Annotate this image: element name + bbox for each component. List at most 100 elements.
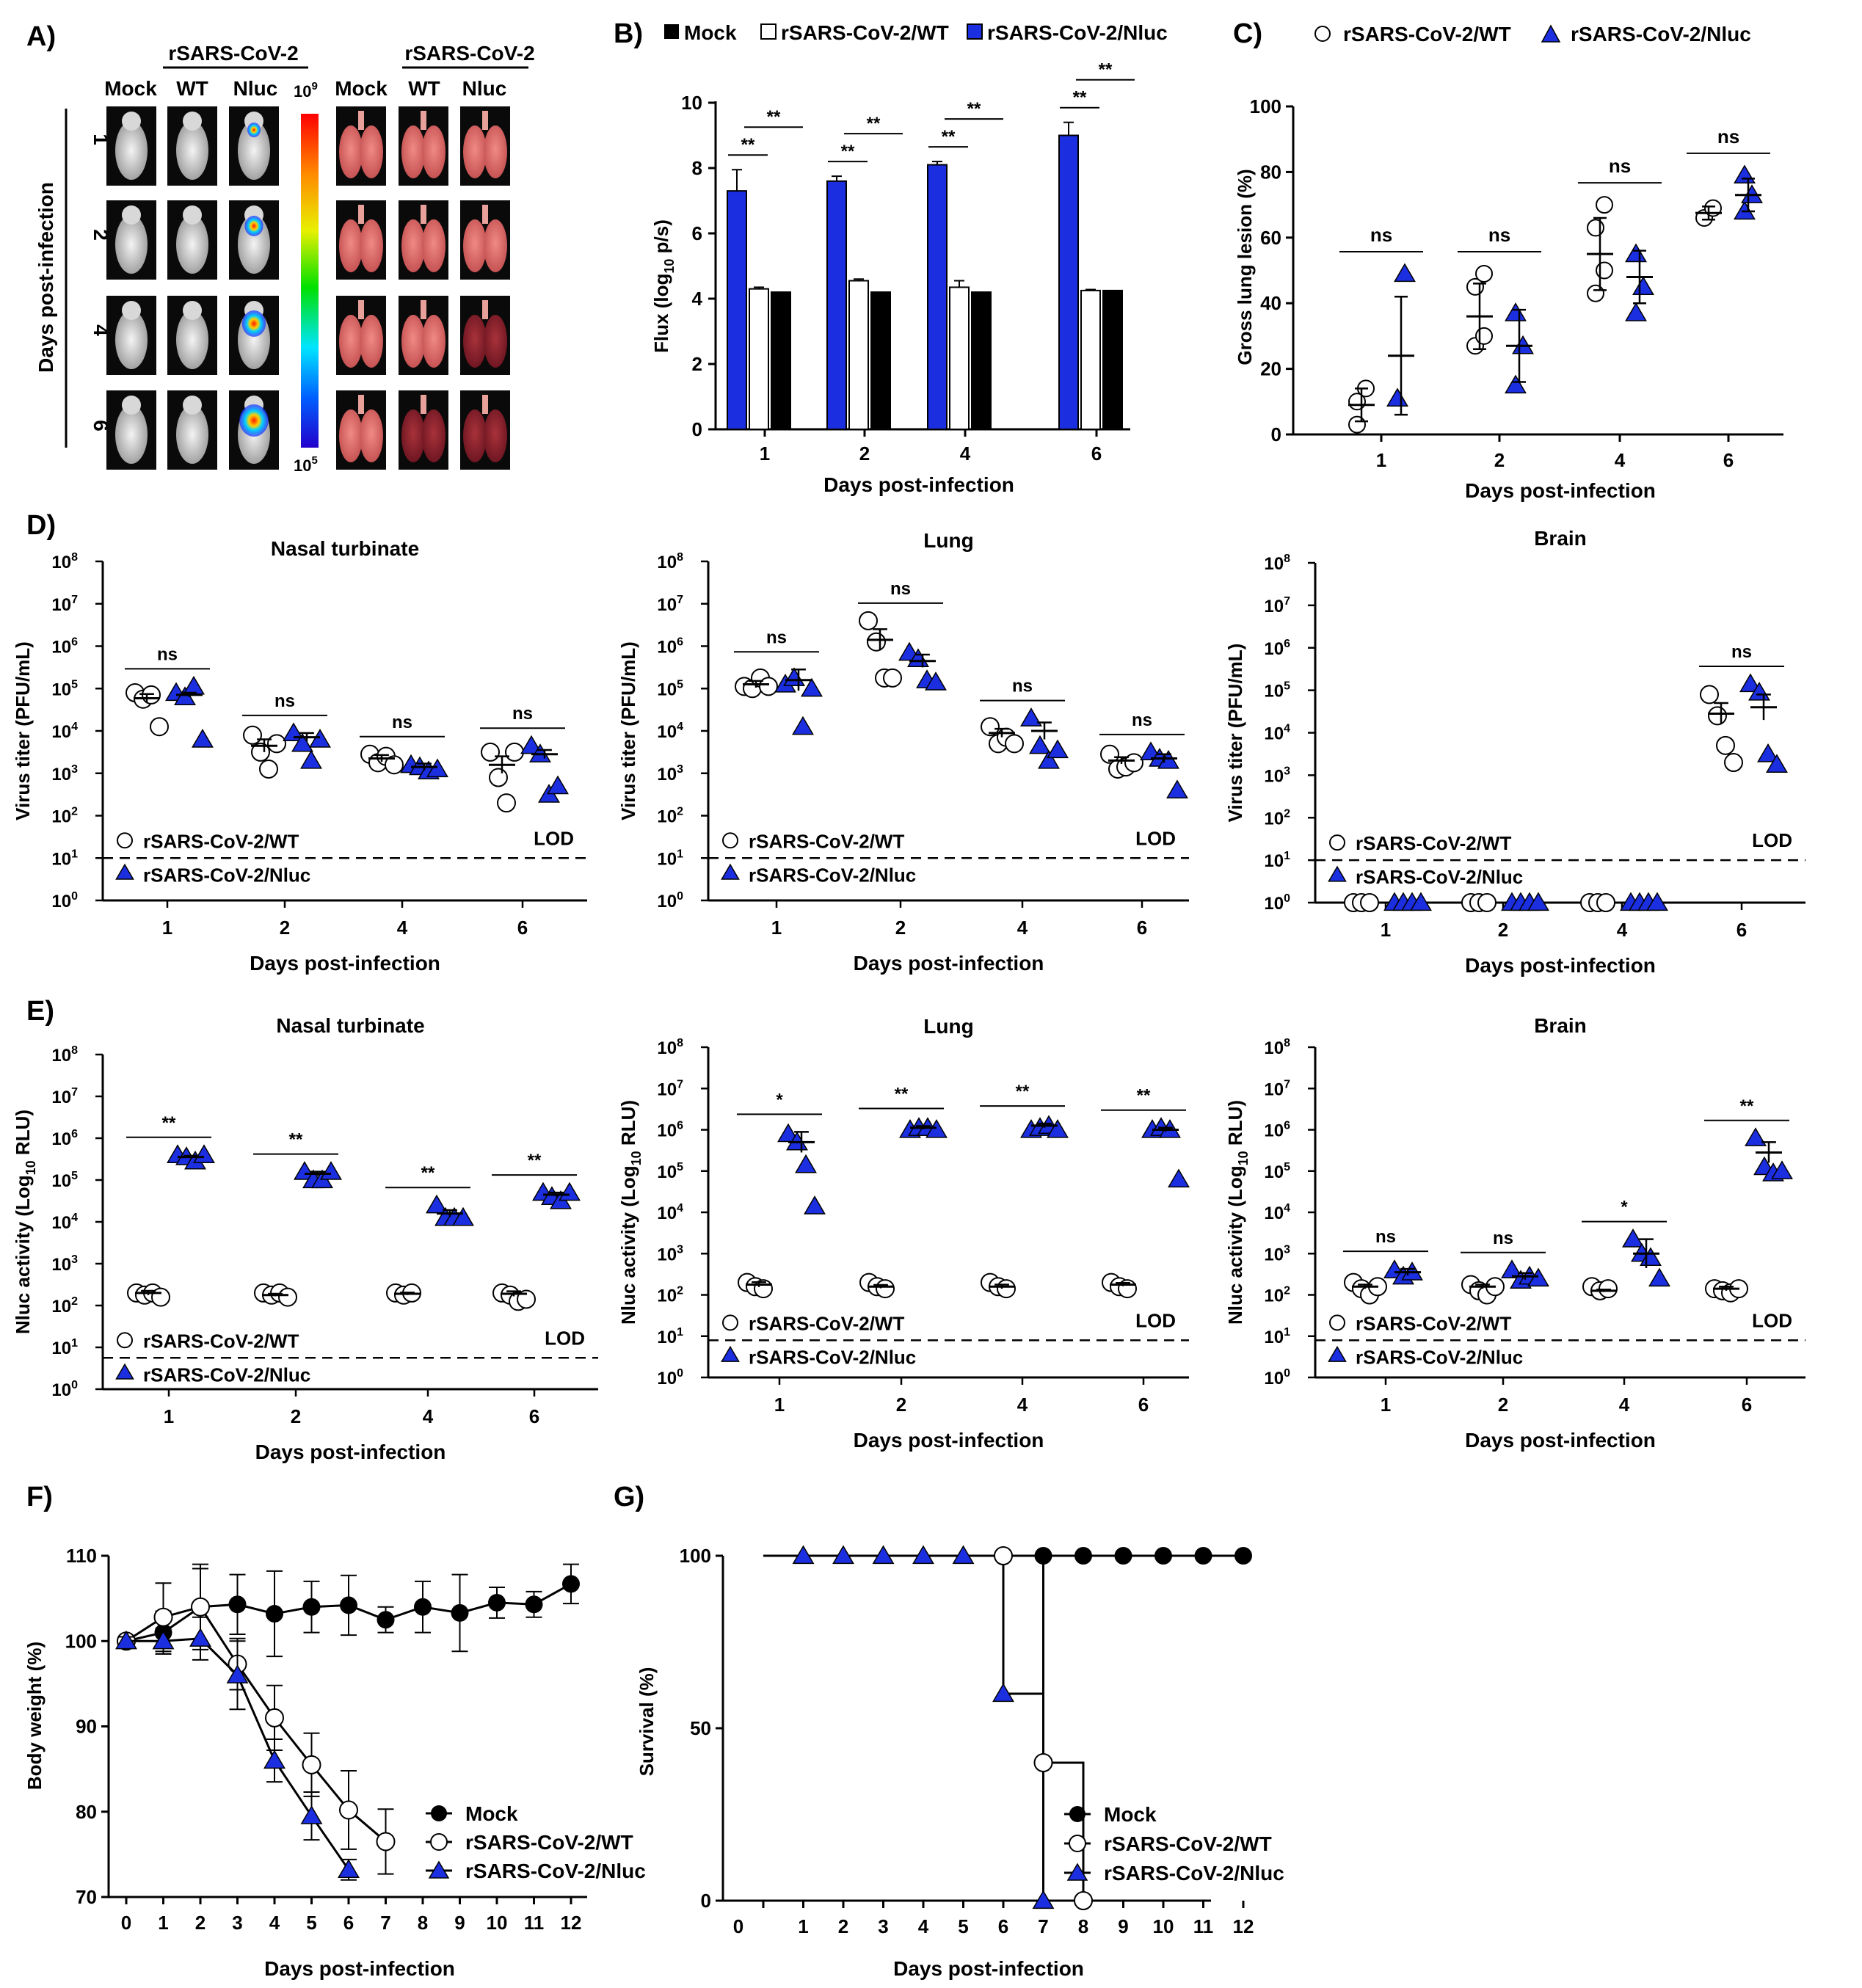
nluc-point — [912, 1545, 934, 1565]
nluc-point — [1032, 1890, 1055, 1909]
nluc-point — [1632, 276, 1654, 295]
nluc-point — [193, 1144, 215, 1163]
nluc-point — [1745, 1127, 1767, 1146]
panel-d-virus-titer-charts: Nasal turbinate Virus titer (PFU/mL) Days … — [12, 527, 1805, 977]
panel-f-legend: Mock rSARS-CoV-2/WT rSARS-CoV-2/Nluc — [426, 1802, 646, 1882]
legend-wt-swatch — [760, 23, 777, 40]
y-tick-label: 105 — [657, 1161, 683, 1182]
nluc-point — [1029, 735, 1051, 754]
y-tick-label: 105 — [1264, 1161, 1290, 1182]
nluc-point — [804, 1195, 826, 1215]
bioluminescence-signal — [241, 310, 266, 337]
chart-xlabel: Days post-infection — [1465, 1429, 1656, 1452]
nluc-point — [801, 677, 823, 697]
y-tick-label: 106 — [51, 1128, 78, 1149]
y-tick-label: 107 — [657, 594, 683, 615]
lung-left-lobe — [401, 125, 425, 178]
x-tick-label: 10 — [1153, 1915, 1174, 1937]
nluc-mean-sem — [788, 1131, 815, 1153]
wt-point — [1596, 261, 1613, 280]
bioluminescence-signal — [239, 404, 269, 437]
nluc-point — [792, 1545, 815, 1565]
y-tick-label: 8 — [692, 157, 702, 179]
x-tick-label: 1 — [798, 1915, 808, 1937]
x-tick-label: 4 — [1017, 917, 1028, 939]
y-tick-label: 100 — [657, 890, 683, 911]
significance-label: ns — [1132, 710, 1152, 730]
legend-nluc-marker — [1328, 865, 1347, 882]
significance-label: ** — [421, 1163, 435, 1183]
y-tick-label: 104 — [51, 1212, 78, 1233]
nluc-point — [263, 1749, 286, 1769]
wt-mean-sem — [989, 727, 1015, 738]
chart-xlabel: Days post-infection — [854, 1429, 1044, 1452]
wt-mean-sem — [1590, 1288, 1617, 1292]
y-tick-label: 102 — [657, 806, 683, 827]
wt-point — [1708, 706, 1727, 726]
legend-wt-label: rSARS-CoV-2/WT — [1104, 1832, 1272, 1855]
nluc-mean-sem — [1152, 1126, 1179, 1132]
mock-point — [1234, 1547, 1252, 1565]
legend-wt-label: rSARS-CoV-2/WT — [781, 21, 949, 44]
y-tick-label: 106 — [657, 636, 683, 658]
nluc-point — [183, 675, 205, 695]
chart-E2: Lung Nluc activity (Log10 RLU) Days post-i… — [617, 1015, 1190, 1452]
nluc-mean-sem — [178, 1154, 204, 1159]
y-tick-label: 100 — [657, 1367, 683, 1388]
mock-point — [488, 1593, 506, 1612]
x-tick-label: 6 — [1736, 919, 1747, 941]
legend-wt-marker — [117, 1332, 133, 1349]
lung-right-lobe — [422, 409, 446, 462]
nluc-point — [1757, 743, 1779, 762]
wt-point — [1348, 393, 1366, 411]
nluc-point — [992, 1683, 1014, 1703]
wt-point — [1587, 219, 1604, 237]
col-label-mock: Mock — [104, 77, 157, 100]
wt-point — [1348, 415, 1366, 434]
legend-nluc-label: rSARS-CoV-2/Nluc — [987, 21, 1168, 44]
mouse-image-day4-nluc — [229, 296, 279, 375]
nluc-point — [1527, 1267, 1549, 1287]
x-tick-label: 11 — [1193, 1915, 1214, 1937]
wt-point — [497, 793, 516, 813]
wt-mean-sem — [134, 693, 160, 703]
legend-nluc-label: rSARS-CoV-2/Nluc — [1571, 23, 1751, 45]
chart-ylabel: Nluc activity (Log10 RLU) — [617, 1100, 644, 1325]
x-tick-label: 4 — [1615, 449, 1626, 471]
mouse-head — [122, 112, 141, 131]
lung-image-day1-nluc — [460, 106, 510, 186]
wt-point — [376, 1832, 396, 1852]
x-tick-label: 3 — [878, 1915, 888, 1937]
wt-mean-sem — [135, 1289, 161, 1295]
trachea — [482, 205, 488, 224]
wt-point — [1074, 1891, 1093, 1910]
x-tick-label: 9 — [1118, 1915, 1128, 1937]
y-tick-label: 80 — [1260, 161, 1281, 183]
trachea — [358, 111, 364, 130]
x-tick-label: 5 — [306, 1912, 316, 1934]
x-tick-label: 3 — [232, 1912, 242, 1934]
y-tick-label: 0 — [701, 1890, 711, 1912]
legend-wt-marker — [1314, 26, 1331, 42]
wt-point — [191, 1597, 210, 1617]
panel-d-label: D) — [26, 510, 56, 541]
panel-g-survival-chart: G) Survival (%) Days post-infection 0501… — [614, 1482, 1284, 1980]
lung-image-day6-wt — [399, 390, 448, 470]
y-tick-label: 101 — [1264, 1326, 1290, 1347]
y-tick-label: 101 — [51, 848, 78, 869]
bar-rsars-cov-2-wt-day2 — [848, 280, 869, 430]
y-tick-label: 104 — [1264, 723, 1290, 744]
nluc-point — [1020, 707, 1042, 727]
nluc-point — [115, 1630, 137, 1650]
x-tick-label: 11 — [524, 1912, 545, 1934]
legend-nluc-marker — [1541, 24, 1561, 43]
x-tick-label: 6 — [1091, 443, 1102, 465]
y-tick-label: 102 — [51, 806, 78, 827]
bar-mock-day1 — [771, 291, 791, 430]
trachea — [358, 395, 364, 414]
x-tick-label: 4 — [1619, 1394, 1630, 1416]
y-tick-label: 108 — [657, 1037, 683, 1058]
col-label-wt-lung: WT — [408, 77, 440, 100]
lung-right-lobe — [484, 219, 507, 272]
nluc-point — [795, 1154, 817, 1173]
